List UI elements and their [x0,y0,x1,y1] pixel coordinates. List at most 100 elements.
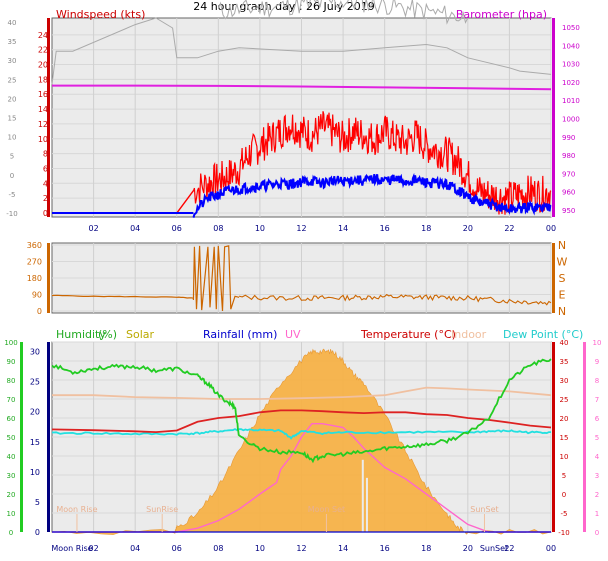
x-tick-label: 16 [380,544,390,553]
wind-tick-label: 6 [43,164,48,173]
temperature-line [51,409,552,434]
baro-tick-label: 970 [562,170,575,178]
temperature-tick-label: 20 [560,415,569,423]
humidity-tick-label: 80 [7,377,16,385]
direction-line [238,293,552,306]
right-axis-bar [552,243,555,313]
x-tick-label: 02 [88,544,98,553]
solar-tick-label: 0 [35,528,40,537]
temp-ghost-tick-label: 5 [10,153,14,161]
x-tick-label: 04 [130,544,140,553]
temperature-axis-bar [552,342,555,532]
x-tick-label: 00 [546,224,556,233]
indoor-legend: Indoor [451,328,487,341]
humidity-tick-label: 0 [9,529,13,537]
solar-axis-bar [47,342,50,532]
wind-tick-label: 22 [38,46,48,55]
temperature-tick-label: 25 [560,396,569,404]
sun-rise-label: SunRise [146,505,178,514]
barometer-legend: Barometer (hpa) [456,8,547,21]
barometer-line [52,84,552,91]
compass-label: S [559,272,566,285]
baro-tick-label: 1050 [562,24,580,32]
wind-tick-label: 0 [43,209,48,218]
baro-tick-label: 1020 [562,79,580,87]
humidity-tick-label: 60 [7,415,16,423]
x-tick-label: 18 [421,224,431,233]
temperature-tick-label: 0 [562,491,566,499]
solar-dip [365,477,368,532]
direction-tick-label: 90 [32,291,42,300]
solar-tick-label: 15 [30,438,40,447]
temperature-tick-label: 40 [560,339,569,347]
wind-tick-label: 16 [38,90,48,99]
temperature-ghost-line [51,17,552,85]
dewpoint-line [51,428,551,440]
x-tick-label: 00 [546,544,556,553]
left-axis-bar [47,243,50,313]
gust-line [192,111,552,215]
temp-ghost-tick-label: 20 [8,95,17,103]
x-tick-label: 06 [172,224,182,233]
x-tick-label: 20 [463,544,473,553]
x-tick-label: 22 [504,544,514,553]
moon-rise-label: Moon Rise [56,505,97,514]
wind-baro-series [51,0,552,218]
wind-tick-label: 12 [38,120,48,129]
uv-tick-label: 3 [595,472,599,480]
humidity-axis-bar [20,342,23,532]
humidity-tick-label: 70 [7,396,16,404]
uv-legend: UV [285,328,301,341]
left-axis-bar [47,18,50,217]
direction-tick-label: 360 [27,241,42,250]
temperature-tick-label: 15 [560,434,569,442]
windspeed-legend: Windspeed (kts) [56,8,145,21]
x-tick-label: 14 [338,544,348,553]
baro-tick-label: 1000 [562,116,580,124]
direction-tick-label: 0 [37,307,42,316]
x-tick-label: 06 [172,544,182,553]
humidity-tick-label: 90 [7,358,16,366]
humidity-tick-label: 40 [7,453,16,461]
temperature-tick-label: 35 [560,358,569,366]
humidity-tick-label: 10 [7,510,16,518]
wind-tick-label: 10 [38,135,48,144]
baro-tick-label: 980 [562,152,575,160]
direction-spikes [192,245,240,312]
x-tick-label: 10 [255,544,265,553]
temperature-ghost-noise [217,0,469,25]
indoor-line [52,386,552,400]
windspeed-line [192,172,552,218]
x-tick-label: 08 [213,224,223,233]
humidity-unit-legend: (%) [98,328,117,341]
solar-tick-label: 10 [30,468,40,477]
temperature-tick-label: 10 [560,453,569,461]
solar-legend: Solar [126,328,155,341]
x-tick-label: 12 [296,544,306,553]
wind-tick-label: 18 [38,75,48,84]
x-tick-label: 10 [255,224,265,233]
uv-tick-label: 4 [595,453,600,461]
compass-label: N [558,239,566,252]
solar-tick-label: 25 [30,378,40,387]
uv-tick-label: 0 [595,529,599,537]
compass-label: E [559,289,566,302]
humidity-tick-label: 100 [4,339,17,347]
wind-tick-label: 4 [43,179,48,188]
x-tick-label: 22 [504,224,514,233]
x-tick-label: 16 [380,224,390,233]
direction-tick-label: 270 [27,258,42,267]
uv-tick-label: 1 [595,510,599,518]
rainfall-legend: Rainfall (mm) [203,328,277,341]
moon-set-label: Moon Set [308,505,345,514]
wind-tick-label: 14 [38,105,48,114]
uv-tick-label: 5 [595,434,599,442]
wind-tick-label: 24 [38,31,48,40]
direction-grid [47,243,555,313]
baro-tick-label: 1040 [562,42,580,50]
wind-baro-tick-labels: 2422201816141210864204035302520151050-5-… [6,19,580,233]
direction-series [51,245,552,312]
x-tick-label: 04 [130,224,140,233]
wind-tick-label: 8 [43,150,48,159]
sun-set-axis-label: SunSet [480,544,508,553]
